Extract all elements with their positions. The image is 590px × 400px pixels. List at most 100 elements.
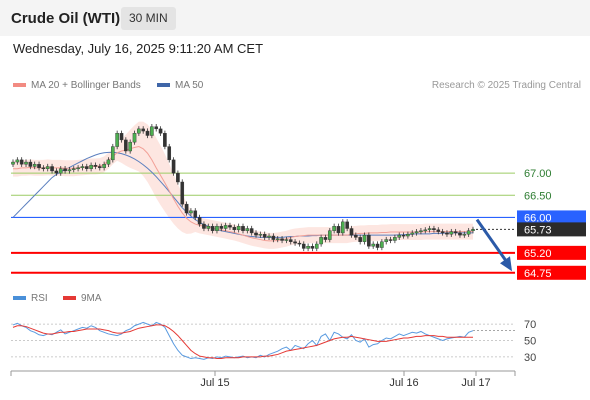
candle-body	[445, 232, 449, 235]
level-label-65-73: 65.73	[524, 224, 552, 236]
candle-body	[124, 139, 128, 152]
forecast-arrow-shaft	[475, 218, 509, 264]
candle-body	[462, 234, 467, 236]
level-label-66-50: 66.50	[524, 190, 552, 202]
candle-body	[145, 130, 150, 136]
candle-body	[419, 230, 423, 232]
candle-body	[314, 243, 319, 249]
credit-text: Research © 2025 Trading Central	[431, 80, 581, 91]
level-tag-65-20	[517, 245, 586, 260]
candle-body	[241, 226, 245, 231]
rsi-ma9-line	[12, 324, 473, 360]
candle-body	[24, 161, 28, 165]
candle-body	[132, 133, 137, 143]
legend-rsi-label: RSI	[31, 293, 48, 304]
candle-body	[384, 239, 389, 242]
candle-body	[150, 126, 154, 136]
candle-body	[471, 229, 475, 231]
level-tag-64-75	[517, 265, 586, 280]
candle-body	[466, 230, 471, 235]
candle-body	[50, 166, 54, 172]
ma9-swatch	[63, 296, 76, 301]
candle-body	[371, 243, 375, 247]
level-label-65-20: 65.20	[524, 248, 552, 260]
candle-body	[154, 126, 159, 130]
candle-body	[197, 217, 202, 225]
candle-body	[119, 133, 124, 141]
candle-body	[293, 241, 297, 244]
x-tick-label: Jul 17	[461, 377, 490, 389]
legend-rsi: RSI	[13, 293, 48, 304]
x-tick-label: Jul 16	[389, 377, 418, 389]
candle-body	[388, 239, 393, 241]
candle-body	[232, 226, 237, 231]
candle-body	[393, 237, 397, 241]
rsi-tick-70: 70	[524, 319, 536, 331]
candle-body	[11, 161, 15, 165]
candle-body	[58, 168, 63, 174]
candle-body	[401, 234, 406, 237]
candle-body	[362, 234, 367, 242]
candle-body	[458, 232, 462, 236]
rsi-line	[12, 321, 474, 360]
candle-body	[102, 164, 106, 169]
candle-body	[111, 146, 115, 161]
chart-datetime: Wednesday, July 16, 2025 9:11:20 AM CET	[13, 41, 264, 56]
candle-body	[80, 166, 85, 169]
legend-ma50: MA 50	[157, 80, 203, 91]
candle-body	[423, 229, 428, 232]
timeframe-button[interactable]: 30 MIN	[121, 7, 176, 30]
candle-body	[158, 128, 163, 134]
candle-body	[71, 168, 76, 170]
candle-body	[258, 234, 263, 236]
candle-body	[449, 231, 454, 235]
candle-body	[223, 225, 228, 229]
candle-body	[397, 234, 402, 238]
bollinger-band	[13, 121, 473, 249]
instrument-title: Crude Oil (WTI)	[11, 10, 121, 27]
candle-body	[341, 221, 345, 234]
candle-body	[310, 246, 315, 249]
candle-body	[84, 166, 89, 169]
candle-body	[332, 226, 336, 231]
candle-body	[367, 234, 371, 247]
legend-ma50-label: MA 50	[175, 80, 204, 91]
candle-body	[171, 159, 176, 174]
candle-body	[163, 133, 167, 147]
candle-body	[249, 228, 254, 234]
candle-body	[254, 232, 258, 236]
candle-body	[354, 234, 358, 238]
ma20-swatch	[13, 83, 26, 88]
candle-body	[358, 237, 362, 242]
candle-body	[176, 172, 180, 183]
candle-body	[45, 166, 50, 169]
candle-body	[323, 237, 328, 240]
candle-body	[19, 159, 24, 165]
candle-body	[67, 169, 72, 172]
candle-body	[262, 234, 267, 238]
candle-body	[267, 235, 271, 238]
candle-body	[345, 221, 349, 229]
candle-body	[228, 225, 232, 228]
candle-body	[301, 243, 306, 249]
candle-body	[54, 170, 59, 174]
level-label-66-00: 66.00	[524, 212, 552, 224]
candle-body	[375, 243, 380, 248]
candle-body	[37, 164, 41, 169]
candle-body	[327, 230, 332, 240]
candle-body	[128, 141, 132, 152]
candle-body	[115, 133, 119, 147]
candle-body	[106, 159, 111, 165]
candle-body	[245, 228, 250, 231]
candle-body	[414, 231, 419, 234]
candle-body	[189, 210, 193, 214]
candle-body	[284, 239, 289, 241]
legend-ma9: 9MA	[63, 293, 102, 304]
candle-body	[288, 239, 293, 242]
candle-body	[280, 238, 284, 241]
candle-body	[184, 203, 189, 214]
candle-body	[93, 164, 98, 167]
candle-body	[141, 128, 145, 132]
legend-ma9-label: 9MA	[81, 293, 102, 304]
